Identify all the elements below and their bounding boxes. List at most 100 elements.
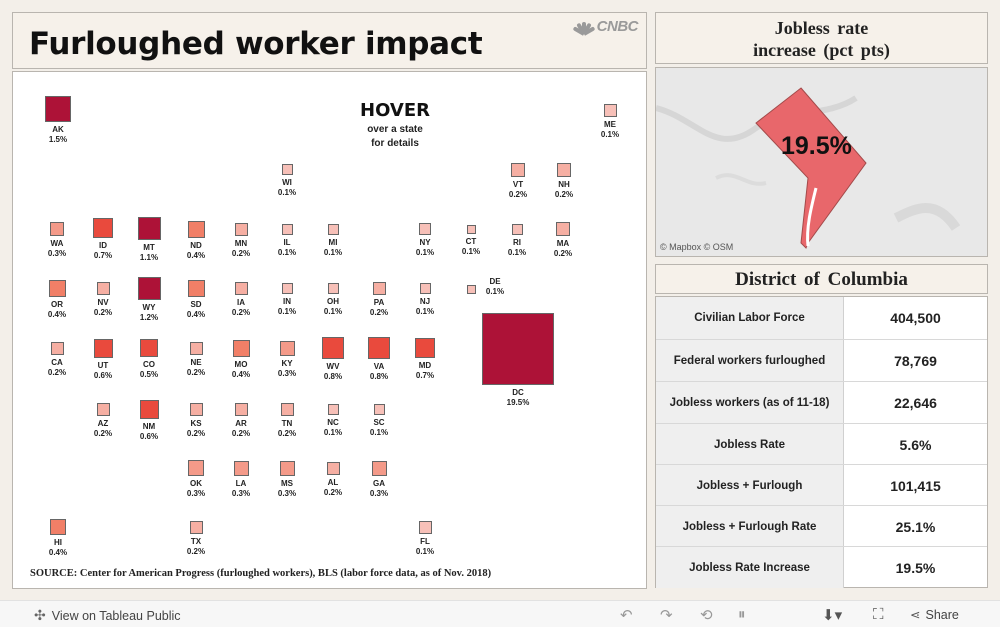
state-tile-nh[interactable] <box>557 163 571 177</box>
state-tile-oh[interactable] <box>327 282 339 294</box>
state-tile-ut[interactable] <box>93 338 113 358</box>
state-tile-ct[interactable] <box>466 224 476 234</box>
state-tile-ga[interactable] <box>371 460 387 476</box>
state-tile-wy[interactable] <box>137 276 161 300</box>
state-tile-hi[interactable] <box>50 519 66 535</box>
state-tile-label: KS 0.2% <box>186 418 206 438</box>
state-tile-label: NM 0.6% <box>139 421 159 441</box>
state-tile-label: AR 0.2% <box>231 418 251 438</box>
state-tile-label: PA 0.2% <box>369 297 389 317</box>
state-tile-label: DE 0.1% <box>485 277 505 296</box>
state-tile-label: WV 0.8% <box>323 362 343 381</box>
state-tile-label: CA 0.2% <box>47 357 67 377</box>
state-tile-mt[interactable] <box>137 216 161 240</box>
source-note: SOURCE: Center for American Progress (fu… <box>30 568 492 579</box>
peacock-icon <box>572 20 596 36</box>
state-tile-label: MO 0.4% <box>231 359 251 379</box>
state-tile-vt[interactable] <box>511 163 525 177</box>
state-tile-label: IL 0.1% <box>277 237 297 257</box>
state-tile-label: MA 0.2% <box>553 239 573 258</box>
state-tile-label: FL 0.1% <box>415 536 435 556</box>
state-tile-label: KY 0.3% <box>277 358 297 378</box>
state-tile-ok[interactable] <box>188 460 204 476</box>
state-tile-label: OK 0.3% <box>186 479 206 498</box>
state-tile-al[interactable] <box>326 461 340 475</box>
state-tile-label: MD 0.7% <box>415 361 435 380</box>
state-tile-label: WI 0.1% <box>277 177 297 197</box>
state-tile-nj[interactable] <box>419 282 431 294</box>
state-tile-in[interactable] <box>281 282 293 294</box>
state-tile-dc[interactable] <box>482 313 554 385</box>
state-tile-sd[interactable] <box>187 279 205 297</box>
state-tile-ia[interactable] <box>234 281 248 295</box>
state-tile-mo[interactable] <box>232 339 250 357</box>
state-tile-or[interactable] <box>48 279 66 297</box>
state-tile-ak[interactable] <box>45 96 71 122</box>
state-tile-co[interactable] <box>140 339 158 357</box>
view-on-tableau-link[interactable]: ✣ View on Tableau Public <box>34 607 181 623</box>
state-tile-wv[interactable] <box>322 337 344 359</box>
state-tile-tx[interactable] <box>189 520 203 534</box>
state-tile-label: AL 0.2% <box>323 477 343 497</box>
state-tile-label: VT 0.2% <box>508 180 528 199</box>
state-tile-az[interactable] <box>96 402 110 416</box>
state-tile-ny[interactable] <box>419 223 431 235</box>
dc-mini-map[interactable]: 19.5% © Mapbox © OSM <box>655 67 988 257</box>
map-credit[interactable]: © Mapbox © OSM <box>660 242 734 252</box>
state-tile-label: NJ 0.1% <box>415 296 435 316</box>
share-button[interactable]: ⋖ Share <box>910 607 959 623</box>
undo-icon[interactable]: ↶ <box>620 607 633 624</box>
tableau-toolbar: ✣ View on Tableau Public ↶ ↷ ⟲ ⏸ ⬇▾ ⛶ ⋖ … <box>0 600 1000 627</box>
state-tile-label: AZ 0.2% <box>93 418 113 438</box>
state-tile-label: NE 0.2% <box>186 357 206 377</box>
state-tile-nc[interactable] <box>327 403 339 415</box>
state-tile-label: CO 0.5% <box>139 360 159 379</box>
fullscreen-icon[interactable]: ⛶ <box>873 606 884 623</box>
state-tile-nm[interactable] <box>139 399 159 419</box>
state-tile-me[interactable] <box>603 103 617 117</box>
state-tile-nv[interactable] <box>96 281 110 295</box>
state-tile-fl[interactable] <box>418 520 432 534</box>
state-tile-ky[interactable] <box>279 340 295 356</box>
state-tile-va[interactable] <box>368 337 390 359</box>
state-tile-tn[interactable] <box>280 402 294 416</box>
state-tile-ma[interactable] <box>556 222 570 236</box>
state-tile-label: UT 0.6% <box>93 360 113 380</box>
state-tile-label: CT 0.1% <box>461 236 481 256</box>
state-tile-label: LA 0.3% <box>231 478 251 498</box>
state-tile-label: RI 0.1% <box>507 237 527 257</box>
state-tile-label: AK 1.5% <box>48 125 68 144</box>
dashboard-title-bar: Furloughed worker impact CNBC <box>12 12 647 69</box>
state-tile-de[interactable] <box>466 284 476 294</box>
state-tile-mn[interactable] <box>234 222 248 236</box>
state-tile-id[interactable] <box>93 218 113 238</box>
state-tile-md[interactable] <box>415 338 435 358</box>
state-tile-ar[interactable] <box>234 402 248 416</box>
page-title: Furloughed worker impact <box>29 26 483 62</box>
state-tile-il[interactable] <box>281 223 293 235</box>
revert-icon[interactable]: ⟲ <box>700 607 713 624</box>
stat-row: Jobless workers (as of 11-18) 22,646 <box>656 381 987 423</box>
state-tile-ca[interactable] <box>50 341 64 355</box>
state-tile-wa[interactable] <box>50 222 64 236</box>
state-tile-nd[interactable] <box>187 220 205 238</box>
state-tile-label: ND 0.4% <box>186 240 206 260</box>
state-tile-ks[interactable] <box>189 402 203 416</box>
state-tile-wi[interactable] <box>281 163 293 175</box>
dc-shape[interactable] <box>755 87 867 249</box>
state-tile-label: WA 0.3% <box>47 239 67 258</box>
state-tile-mi[interactable] <box>327 223 339 235</box>
hover-heading: HOVER <box>360 100 430 121</box>
state-tile-ri[interactable] <box>511 223 523 235</box>
tableau-logo-icon: ✣ <box>34 607 46 623</box>
state-tile-pa[interactable] <box>372 281 386 295</box>
state-tile-sc[interactable] <box>373 403 385 415</box>
state-tile-ne[interactable] <box>189 341 203 355</box>
pause-icon[interactable]: ⏸ <box>738 606 746 623</box>
state-tile-label: OH 0.1% <box>323 296 343 316</box>
state-tile-ms[interactable] <box>279 460 295 476</box>
download-icon[interactable]: ⬇▾ <box>822 607 843 624</box>
state-tile-la[interactable] <box>233 460 249 476</box>
stat-row: Civilian Labor Force 404,500 <box>656 297 987 339</box>
redo-icon[interactable]: ↷ <box>660 607 673 624</box>
